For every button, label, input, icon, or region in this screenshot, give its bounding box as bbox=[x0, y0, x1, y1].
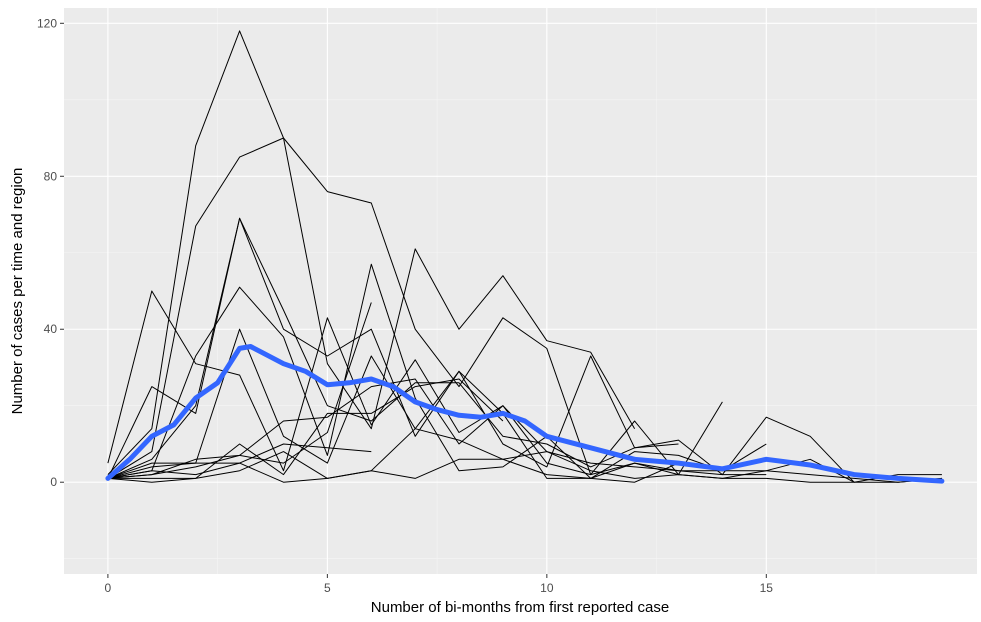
x-tick-label: 15 bbox=[760, 581, 774, 595]
minor-gridlines bbox=[64, 8, 977, 574]
smooth-trend-line bbox=[105, 344, 945, 484]
series-line-5 bbox=[107, 217, 679, 479]
x-axis-title: Number of bi-months from first reported … bbox=[371, 599, 669, 616]
series-line-1 bbox=[107, 30, 767, 476]
x-tick-label: 5 bbox=[324, 581, 331, 595]
series-line-10 bbox=[107, 451, 942, 483]
smooth-trend bbox=[105, 344, 945, 484]
axes: 0 5 10 15 0 40 80 120 bbox=[37, 16, 773, 595]
panel-background bbox=[64, 8, 977, 574]
y-tick-label: 120 bbox=[37, 16, 57, 30]
series-line-12 bbox=[107, 378, 942, 483]
y-tick-label: 80 bbox=[44, 169, 58, 183]
series-line-2 bbox=[107, 137, 636, 479]
y-tick-label: 0 bbox=[50, 475, 57, 489]
series-line-13 bbox=[107, 443, 372, 479]
series-line-11 bbox=[107, 370, 679, 483]
series-lines bbox=[107, 30, 942, 483]
x-tick-label: 0 bbox=[105, 581, 112, 595]
y-axis-title: Number of cases per time and region bbox=[9, 168, 26, 415]
x-tick-label: 10 bbox=[540, 581, 554, 595]
series-line-3 bbox=[107, 290, 723, 476]
series-line-9 bbox=[107, 378, 504, 479]
y-tick-label: 40 bbox=[44, 322, 58, 336]
